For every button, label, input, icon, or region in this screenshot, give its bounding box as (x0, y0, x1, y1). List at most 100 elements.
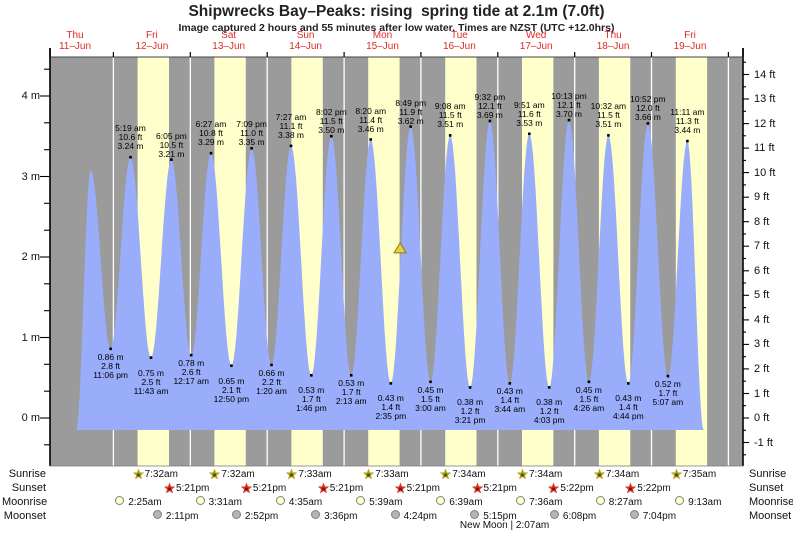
day-label: Thu 11–Jun (58, 30, 92, 52)
low-tide-annotation: 0.45 m 1.5 ft 4:26 am (573, 384, 605, 413)
low-tide-annotation: 0.43 m 1.4 ft 4:44 pm (612, 393, 644, 422)
high-tide-annotation: 6:27 am 10.8 ft 3.29 m (195, 119, 227, 148)
day-label: Fri 19–Jun (673, 30, 707, 52)
moonset-time: 6:08pm (562, 510, 597, 522)
right-axis-label: 1 ft (754, 387, 770, 400)
moonrise-circle-icon (516, 495, 529, 509)
high-tide-annotation: 5:19 am 10.6 ft 3.24 m (115, 123, 146, 152)
tide-extreme-dot (448, 134, 452, 137)
sunrise-star-icon (670, 468, 683, 481)
tide-extreme-dot (587, 380, 591, 384)
right-axis-label: -1 ft (754, 436, 773, 449)
right-axis-label: 5 ft (754, 289, 770, 302)
moonset-time: 4:24pm (403, 510, 437, 522)
sunrise-star-icon (362, 468, 375, 481)
high-tide-annotation: 8:20 am 11.4 ft 3.46 m (355, 105, 387, 134)
right-axis-label: 8 ft (754, 215, 770, 228)
day-label: Thu 18–Jun (596, 30, 630, 52)
tide-extreme-dot (508, 382, 512, 385)
tide-extreme-dot (310, 374, 313, 377)
day-label: Sat 13–Jun (212, 30, 246, 52)
moonrise-circle-icon (436, 495, 449, 509)
moonset-time: 2:52pm (244, 510, 279, 522)
moonrise-circle-icon (675, 495, 688, 509)
tide-extreme-dot (627, 382, 630, 385)
low-tide-annotation: 0.53 m 1.7 ft 2:13 am (335, 378, 367, 407)
tide-extreme-dot (389, 382, 393, 385)
chart-subtitle: Image captured 2 hours and 55 minutes af… (178, 22, 615, 34)
row-label-right-moonrise: Moonrise (749, 496, 793, 508)
moonset-circle-icon (231, 509, 245, 523)
left-axis-label: 4 m (21, 90, 40, 102)
day-label: Mon 15–Jun (366, 30, 399, 52)
sunset-time: 5:21pm (483, 482, 517, 494)
tide-extreme-dot (289, 144, 293, 148)
moonset-time: 7:04pm (642, 510, 677, 522)
low-tide-annotation: 0.66 m 2.2 ft 1:20 am (256, 367, 287, 396)
sunset-time: 5:22pm (637, 482, 671, 494)
sunset-time: 5:21pm (329, 482, 364, 494)
tide-extreme-dot (369, 138, 372, 141)
low-tide-annotation: 0.75 m 2.5 ft 11:43 am (133, 367, 169, 396)
new-moon-label: New Moon | 2:07am (459, 520, 550, 531)
left-axis-label: 3 m (21, 170, 40, 183)
high-tide-annotation: 10:13 pm 12.1 ft 3.70 m (551, 91, 587, 120)
high-tide-annotation: 10:32 am 11.5 ft 3.51 m (590, 101, 627, 130)
right-axis-label: 7 ft (754, 240, 770, 253)
tide-extreme-dot (646, 122, 650, 125)
sunrise-star-icon (285, 468, 298, 481)
moonrise-time: 4:35am (288, 496, 323, 508)
sunset-star-icon (547, 482, 560, 495)
sunrise-star-icon (208, 468, 221, 481)
right-axis-label: 11 ft (754, 142, 775, 155)
right-axis-label: 9 ft (754, 191, 770, 204)
tide-extreme-dot (468, 386, 472, 389)
moonrise-time: 6:39am (449, 496, 483, 508)
row-label-left-sunset: Sunset (11, 482, 46, 494)
right-axis-label: 3 ft (754, 338, 770, 351)
sunrise-star-icon (439, 468, 452, 481)
moonset-time: 5:15pm (483, 510, 517, 522)
sunset-star-icon (394, 482, 407, 495)
high-tide-annotation: 10:52 pm 12.0 ft 3.66 m (630, 94, 666, 123)
left-axis-label: 0 m (21, 412, 40, 424)
moonrise-time: 3:31am (208, 496, 242, 508)
high-tide-annotation: 8:02 pm 11.5 ft 3.50 m (315, 107, 347, 136)
right-axis-label: 0 ft (754, 412, 770, 424)
moonrise-time: 7:36am (529, 496, 563, 508)
right-axis-label: 12 ft (754, 117, 776, 130)
left-axis-label: 1 m (21, 331, 40, 344)
right-axis-label: 10 ft (754, 166, 776, 179)
row-label-right-sunset: Sunset (749, 482, 784, 494)
sunset-star-icon (471, 482, 484, 495)
moonset-circle-icon (152, 509, 166, 523)
sunrise-time: 7:33am (375, 468, 409, 480)
tide-extreme-dot (528, 132, 531, 136)
day-label: Fri 12–Jun (135, 30, 169, 52)
tide-extreme-dot (330, 134, 333, 138)
tide-curve-area (76, 120, 704, 430)
low-tide-annotation: 0.52 m 1.7 ft 5:07 am (652, 379, 684, 408)
moonset-time: 2:11pm (165, 510, 199, 522)
moonrise-time: 2:25am (128, 496, 162, 508)
high-tide-annotation: 7:09 pm 11.0 ft 3.35 m (236, 119, 267, 148)
tide-extreme-dot (189, 353, 193, 357)
tide-extreme-dot (209, 151, 213, 155)
moonrise-time: 8:27am (608, 496, 643, 508)
day-label: Tue 16–Jun (442, 30, 476, 52)
tide-extreme-dot (230, 364, 233, 367)
moonrise-circle-icon (356, 495, 369, 509)
row-label-right-moonset: Moonset (749, 510, 792, 522)
right-axis-label: 13 ft (754, 93, 776, 105)
tide-extreme-dot (170, 158, 173, 161)
sunset-star-icon (624, 482, 637, 495)
moonset-time: 3:36pm (324, 510, 358, 522)
moonset-circle-icon (390, 509, 404, 523)
row-label-left-moonrise: Moonrise (2, 496, 48, 508)
tide-extreme-dot (666, 374, 670, 378)
moonset-circle-icon (470, 509, 483, 523)
tide-extreme-dot (567, 118, 571, 122)
sunrise-time: 7:34am (605, 468, 640, 480)
